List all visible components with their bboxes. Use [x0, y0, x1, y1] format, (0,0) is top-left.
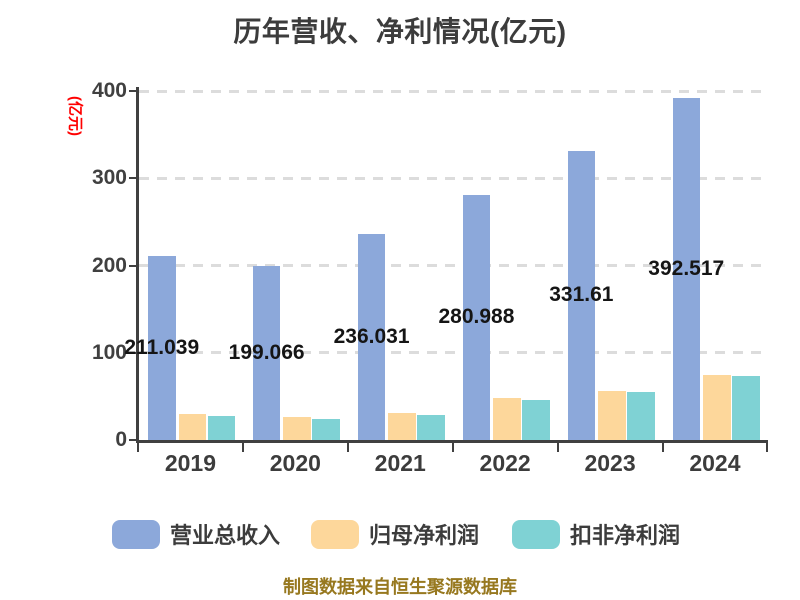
bar-net-profit-2020: [283, 417, 311, 440]
bar-non-gaap-net-profit-2022: [522, 399, 550, 440]
legend-item-non-gaap-net-profit[interactable]: 扣非净利润: [512, 519, 680, 549]
bar-non-gaap-net-profit-2021: [417, 415, 445, 440]
x-axis-label-2024: 2024: [689, 450, 741, 476]
bar-non-gaap-net-profit-2024: [732, 375, 760, 440]
bar-revenue-2022: [462, 194, 491, 440]
x-axis-label-2021: 2021: [374, 450, 426, 476]
legend-item-revenue[interactable]: 营业总收入: [112, 519, 280, 549]
x-axis-label-2022: 2022: [479, 450, 531, 476]
bar-net-profit-2021: [388, 412, 416, 440]
bar-net-profit-2023: [598, 390, 626, 440]
bar-net-profit-2024: [703, 374, 731, 440]
y-axis-tick-label-300: 300: [91, 166, 127, 190]
bar-revenue-2019: [148, 255, 176, 440]
x-axis-tick-2: [346, 442, 349, 452]
legend-label-non-gaap-net-profit: 扣非净利润: [570, 523, 681, 548]
x-axis-tick-0: [137, 442, 139, 452]
value-label-revenue-2020: 199.066: [228, 341, 305, 365]
x-axis-tick-1: [241, 442, 244, 452]
legend-label-net-profit: 归母净利润: [369, 523, 480, 548]
bar-non-gaap-net-profit-2023: [627, 392, 655, 440]
y-axis-tick-100: [129, 351, 138, 354]
x-axis-tick-6: [766, 442, 769, 452]
data-source-caption: 制图数据来自恒生聚源数据库: [283, 577, 517, 597]
legend-swatch-net-profit: [311, 519, 359, 549]
gridline-300: [139, 176, 767, 180]
y-axis-tick-300: [129, 177, 138, 180]
bar-net-profit-2022: [493, 398, 521, 440]
y-axis-line: [136, 87, 139, 442]
y-axis-tick-0: [129, 439, 138, 441]
bar-revenue-2021: [357, 234, 386, 440]
x-axis-label-2019: 2019: [164, 450, 217, 476]
legend-item-net-profit[interactable]: 归母净利润: [311, 519, 479, 549]
x-axis-line: [136, 440, 768, 443]
gridline-200: [139, 264, 767, 267]
gridline-100: [139, 351, 767, 355]
bar-revenue-2024: [672, 97, 700, 440]
y-axis-tick-400: [129, 90, 138, 92]
x-axis-tick-5: [661, 442, 664, 452]
value-label-revenue-2022: 280.988: [438, 305, 515, 329]
value-label-revenue-2021: 236.031: [333, 325, 410, 349]
gridline-400: [139, 89, 767, 93]
bar-non-gaap-net-profit-2019: [207, 415, 235, 440]
legend-swatch-non-gaap-net-profit: [512, 519, 560, 549]
value-label-revenue-2024: 392.517: [648, 256, 725, 280]
bar-net-profit-2019: [178, 414, 206, 440]
x-axis-tick-4: [556, 442, 559, 452]
y-axis-tick-label-0: 0: [115, 428, 127, 451]
y-axis-tick-label-100: 100: [91, 340, 127, 364]
bar-revenue-2020: [252, 266, 281, 440]
y-axis-tick-label-400: 400: [91, 79, 127, 102]
chart-title: 历年营收、净利情况(亿元): [233, 16, 567, 47]
y-axis-tick-200: [129, 264, 138, 267]
legend-swatch-revenue: [112, 519, 160, 549]
bar-revenue-2023: [567, 150, 596, 440]
x-axis-tick-3: [451, 442, 454, 452]
x-axis-label-2023: 2023: [584, 450, 636, 476]
bar-non-gaap-net-profit-2020: [312, 419, 340, 440]
value-label-revenue-2019: 211.039: [124, 335, 200, 359]
value-label-revenue-2023: 331.61: [549, 283, 614, 307]
x-axis-label-2020: 2020: [269, 450, 321, 476]
legend-label-revenue: 营业总收入: [170, 523, 281, 548]
y-axis-tick-label-200: 200: [91, 253, 127, 277]
